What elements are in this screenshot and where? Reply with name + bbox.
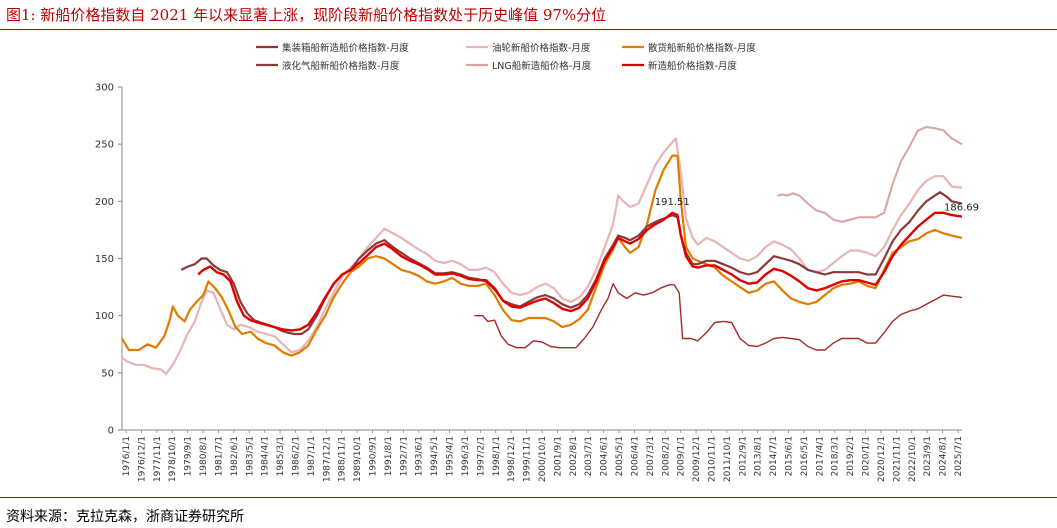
x-tick-label: 1995/4/1 <box>446 436 456 476</box>
figure-title: 图1: 新船价格指数自 2021 年以来显著上涨，现阶段新船价格指数处于历史峰值… <box>6 6 607 24</box>
x-tick-label: 1996/3/1 <box>461 436 471 476</box>
x-tick-label: 2018/3/1 <box>831 436 841 476</box>
data-label: 191.51 <box>655 197 690 208</box>
line-chart: 集装箱船新造船价格指数-月度 油轮新船价格指数-月度 散货船新船价格指数-月度液化气… <box>95 42 979 483</box>
x-tick-label: 2001/9/1 <box>553 436 563 476</box>
x-tick-label: 1999/11/1 <box>523 436 533 482</box>
x-tick-label: 2017/4/1 <box>815 436 825 476</box>
legend-label: 新造船价格指数-月度 <box>648 60 737 72</box>
x-tick-label: 2025/7/1 <box>954 436 964 476</box>
x-tick-label: 1983/5/1 <box>245 436 255 476</box>
x-tick-label: 1990/9/1 <box>369 436 379 476</box>
x-tick-label: 1981/7/1 <box>214 436 224 476</box>
x-tick-label: 2002/8/1 <box>569 436 579 476</box>
x-tick-label: 2019/2/1 <box>846 436 856 476</box>
series-line-3 <box>121 154 963 357</box>
x-tick-label: 2000/10/1 <box>538 436 548 482</box>
x-tick-label: 1977/11/1 <box>153 436 163 482</box>
legend-label: 集装箱船新造船价格指数-月度 <box>282 42 409 54</box>
chart-axes: 0 50 100 150 200 250 300 1976/1/1 1976/12/1 1977/… <box>95 83 964 483</box>
y-tick-label: 200 <box>95 197 114 208</box>
bottom-divider <box>0 497 1057 498</box>
x-tick-label: 2015/6/1 <box>785 436 795 476</box>
x-tick-label: 1993/6/1 <box>415 436 425 476</box>
x-tick-label: 1987/12/1 <box>322 436 332 482</box>
x-tick-label: 2024/8/1 <box>939 436 949 476</box>
x-tick-label: 2003/7/1 <box>584 436 594 476</box>
x-tick-label: 1976/1/1 <box>122 436 132 476</box>
x-tick-label: 2010/11/1 <box>707 436 717 482</box>
x-tick-label: 1985/3/1 <box>276 436 286 476</box>
y-tick-label: 300 <box>95 83 114 94</box>
x-tick-label: 1998/12/1 <box>507 436 517 482</box>
y-tick-label: 50 <box>101 368 114 379</box>
x-tick-label: 1988/11/1 <box>338 436 348 482</box>
x-tick-label: 2011/10/1 <box>723 436 733 482</box>
legend-label: 液化气船新船价格指数-月度 <box>282 60 400 72</box>
x-tick-label: 2022/10/1 <box>908 436 918 482</box>
legend-label: 散货船新船价格指数-月度 <box>648 42 756 54</box>
x-tick-label: 1998/1/1 <box>492 436 502 476</box>
x-tick-label: 2014/7/1 <box>769 436 779 476</box>
series-line-1 <box>474 283 963 351</box>
series-line-5 <box>777 126 963 223</box>
y-tick-label: 150 <box>95 254 114 265</box>
legend-label: LNG船新造船价格-月度 <box>492 60 592 72</box>
x-tick-label: 1989/10/1 <box>353 436 363 482</box>
series-line-6 <box>197 211 963 332</box>
y-tick-label: 250 <box>95 140 114 151</box>
x-tick-label: 1986/2/1 <box>291 436 301 476</box>
x-tick-label: 1991/8/1 <box>384 436 394 476</box>
x-tick-label: 2023/9/1 <box>923 436 933 476</box>
x-tick-label: 2007/3/1 <box>646 436 656 476</box>
x-tick-label: 2012/9/1 <box>738 436 748 476</box>
x-tick-label: 2009/12/1 <box>692 436 702 482</box>
x-tick-label: 1976/12/1 <box>137 436 147 482</box>
x-tick-label: 1992/7/1 <box>399 436 409 476</box>
data-label: 186.69 <box>944 203 979 214</box>
chart-legend: 集装箱船新造船价格指数-月度 油轮新船价格指数-月度 散货船新船价格指数-月度液化气… <box>256 42 756 72</box>
x-tick-label: 2020/12/1 <box>877 436 887 482</box>
x-tick-label: 1980/8/1 <box>199 436 209 476</box>
x-tick-label: 1984/4/1 <box>261 436 271 476</box>
legend-label: 油轮新船价格指数-月度 <box>492 42 591 54</box>
top-divider <box>0 29 1057 30</box>
chart-annotations: 191.51 186.69 <box>655 197 979 214</box>
x-tick-label: 2008/2/1 <box>661 436 671 476</box>
x-tick-label: 1987/1/1 <box>307 436 317 476</box>
x-tick-label: 2009/1/1 <box>677 436 687 476</box>
x-tick-label: 2013/8/1 <box>754 436 764 476</box>
x-tick-label: 1979/9/1 <box>184 436 194 476</box>
x-tick-label: 2004/6/1 <box>600 436 610 476</box>
x-tick-label: 2006/4/1 <box>630 436 640 476</box>
x-tick-label: 1994/5/1 <box>430 436 440 476</box>
source-note: 资料来源：克拉克森，浙商证券研究所 <box>6 509 244 525</box>
series-line-2 <box>121 137 963 376</box>
x-tick-label: 2021/11/1 <box>892 436 902 482</box>
y-tick-label: 100 <box>95 311 114 322</box>
x-tick-label: 2020/1/1 <box>862 436 872 476</box>
x-tick-label: 1997/2/1 <box>476 436 486 476</box>
y-tick-label: 0 <box>108 426 114 437</box>
x-tick-label: 2016/5/1 <box>800 436 810 476</box>
x-tick-label: 2005/5/1 <box>615 436 625 476</box>
chart-series <box>121 126 963 376</box>
series-line-4 <box>180 191 963 336</box>
x-tick-label: 1982/6/1 <box>230 436 240 476</box>
x-tick-label: 1978/10/1 <box>168 436 178 482</box>
